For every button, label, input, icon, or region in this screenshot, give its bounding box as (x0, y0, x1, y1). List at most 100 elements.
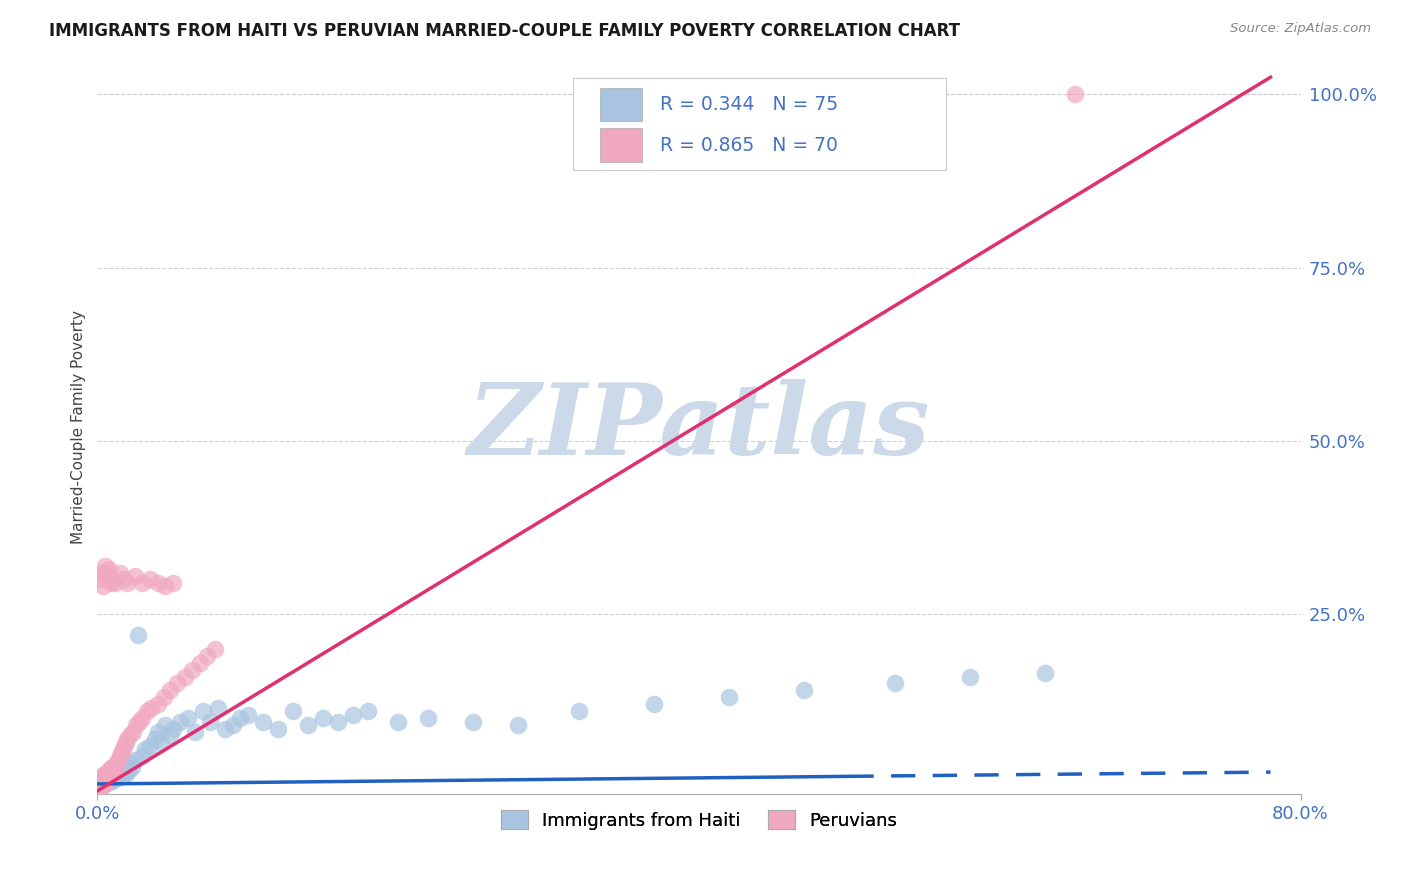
Point (96, 775, 118, 789)
Point (463, 714, 485, 729)
Point (101, 773, 124, 788)
Point (124, 569, 146, 583)
Point (162, 722, 184, 736)
Point (134, 742, 156, 756)
Point (94, 768, 117, 782)
Point (112, 739, 135, 753)
Point (121, 759, 143, 773)
Point (104, 576, 127, 591)
Point (105, 756, 128, 771)
Point (252, 714, 274, 729)
Point (87, 777, 110, 791)
Point (125, 718, 148, 732)
Text: Source: ZipAtlas.com: Source: ZipAtlas.com (1230, 22, 1371, 36)
Point (108, 566, 131, 580)
Point (166, 676, 188, 690)
Point (159, 683, 181, 698)
Point (153, 718, 176, 732)
FancyBboxPatch shape (600, 88, 643, 121)
Point (883, 676, 905, 690)
Point (188, 656, 211, 670)
Point (96, 566, 118, 580)
Point (100, 761, 122, 775)
Point (94, 773, 117, 788)
Point (97, 770, 120, 784)
Point (141, 700, 163, 714)
Point (568, 704, 591, 718)
Point (93, 775, 115, 789)
Point (342, 707, 364, 722)
Point (267, 722, 290, 736)
Point (96, 773, 118, 788)
Point (128, 714, 150, 729)
Point (131, 576, 153, 591)
Point (87, 776, 110, 790)
Point (643, 698, 665, 712)
Point (110, 765, 132, 780)
Point (508, 718, 530, 732)
Text: ZIPatlas: ZIPatlas (468, 379, 931, 475)
Point (107, 766, 129, 780)
Point (100, 772, 122, 786)
Y-axis label: Married-Couple Family Poverty: Married-Couple Family Poverty (72, 310, 86, 544)
Point (118, 763, 141, 777)
Point (97, 774, 120, 789)
Point (101, 766, 124, 780)
Point (120, 756, 142, 771)
Point (793, 683, 815, 698)
Point (108, 770, 131, 784)
Point (97, 569, 120, 583)
Point (204, 641, 226, 656)
Point (124, 753, 146, 767)
Text: R = 0.344   N = 75: R = 0.344 N = 75 (661, 95, 838, 114)
Point (326, 714, 349, 729)
Point (139, 739, 162, 753)
Point (222, 718, 245, 732)
Point (93, 776, 115, 790)
Point (127, 628, 149, 642)
Point (281, 704, 304, 718)
Point (103, 763, 125, 777)
Point (98, 770, 121, 784)
Point (94, 766, 117, 780)
Point (152, 690, 174, 705)
Point (117, 731, 139, 746)
Point (94, 558, 117, 573)
Point (100, 576, 122, 591)
Point (94, 770, 117, 784)
Point (98, 562, 121, 576)
Point (93, 772, 115, 786)
Point (112, 573, 135, 587)
Point (115, 766, 138, 780)
Point (89, 775, 111, 789)
Point (104, 772, 127, 786)
Legend: Immigrants from Haiti, Peruvians: Immigrants from Haiti, Peruvians (494, 803, 904, 837)
Point (162, 576, 184, 591)
Point (97, 772, 120, 786)
Point (108, 749, 131, 764)
Point (90, 773, 112, 788)
Point (101, 759, 124, 773)
Point (169, 714, 191, 729)
Point (87, 779, 110, 793)
Point (136, 704, 159, 718)
Point (159, 728, 181, 742)
Point (93, 770, 115, 784)
Point (236, 707, 259, 722)
Point (214, 722, 236, 736)
Text: R = 0.865   N = 70: R = 0.865 N = 70 (661, 136, 838, 154)
Point (101, 573, 124, 587)
Point (90, 778, 112, 792)
Point (96, 768, 118, 782)
Point (959, 669, 981, 683)
Point (101, 766, 124, 780)
Point (110, 746, 132, 760)
Point (181, 663, 204, 677)
Point (173, 669, 195, 683)
Point (98, 775, 121, 789)
Point (93, 579, 115, 593)
Point (718, 690, 741, 705)
Point (94, 777, 117, 791)
Point (89, 772, 111, 786)
Point (105, 768, 128, 782)
